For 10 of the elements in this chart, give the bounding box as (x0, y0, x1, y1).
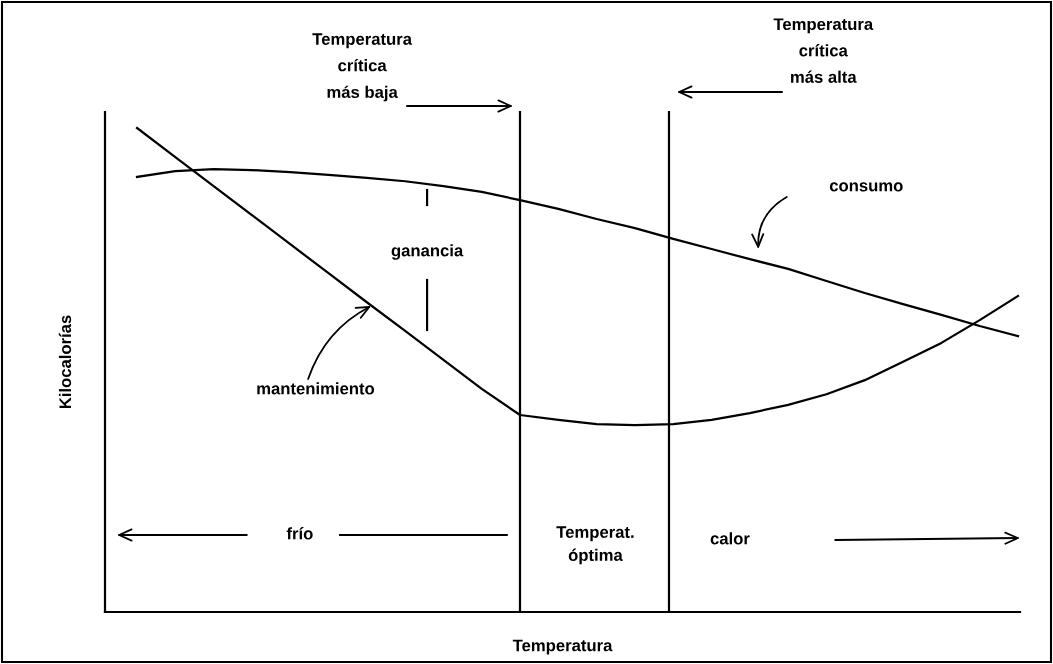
annotation: ganancia (391, 244, 464, 260)
annotation: Temperat. óptima (556, 526, 634, 565)
annotation: consumo (829, 182, 903, 192)
annotation: calor (710, 532, 750, 545)
text: Temperatura crítica más baja (312, 33, 413, 102)
x-axis-title: Temperatura (512, 639, 613, 655)
annotation: mantenimiento (257, 382, 375, 395)
text: Temperatura crítica más alta (773, 18, 874, 83)
y-axis-title: Kilocalorías (58, 315, 72, 409)
annotation: frío (286, 527, 313, 540)
